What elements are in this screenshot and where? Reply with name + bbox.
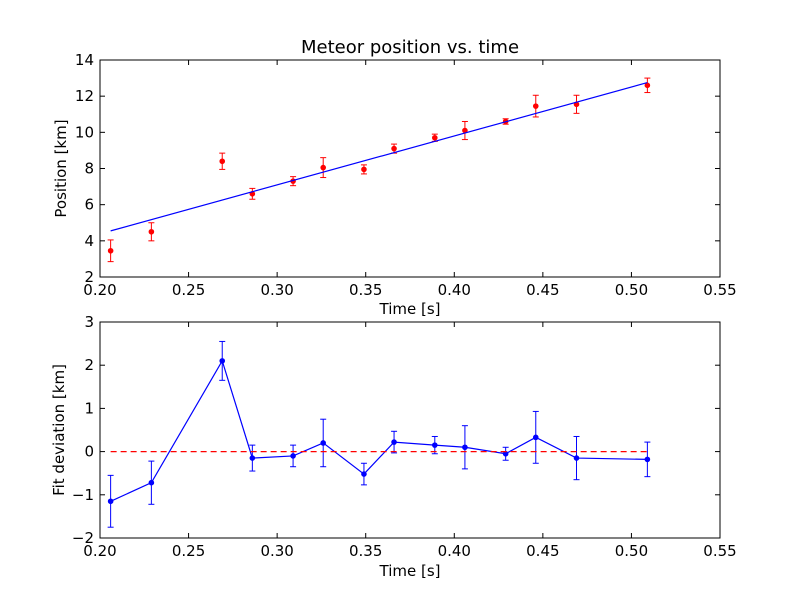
deviation-series-line	[110, 359, 648, 502]
deviation-x-tick-label: 0.30	[260, 542, 293, 560]
deviation-x-tick-label: 0.40	[438, 542, 471, 560]
deviation-data-point	[532, 434, 539, 441]
position-x-tick-label: 0.45	[526, 281, 559, 299]
deviation-data-point	[644, 456, 651, 463]
position-data-point	[320, 164, 327, 171]
deviation-y-axis-label: Fit deviation [km]	[50, 364, 68, 496]
position-data-point	[361, 166, 367, 173]
deviation-x-tick-label: 0.35	[349, 542, 382, 560]
deviation-data-point	[361, 471, 367, 477]
position-y-tick-label: 12	[75, 87, 94, 105]
deviation-data-point	[219, 358, 226, 364]
position-x-tick-label: 0.40	[438, 281, 471, 299]
deviation-y-tick-label: 0	[84, 443, 94, 461]
position-plot-area	[100, 60, 720, 277]
deviation-y-tick-label: 2	[84, 356, 94, 374]
deviation-y-tick-label: −2	[72, 529, 94, 547]
deviation-data-point	[290, 453, 296, 459]
position-data-point	[391, 145, 397, 152]
deviation-data-point	[148, 479, 155, 486]
position-x-tick-label: 0.20	[83, 281, 116, 299]
deviation-data-point	[391, 439, 397, 445]
position-ticks: 0.20 0.25 0.30 0.35 0.40 0.45 0.50 0.55 2 4 6 8 10 12…	[75, 51, 737, 299]
position-data-point	[532, 103, 539, 109]
deviation-x-tick-label: 0.50	[615, 542, 648, 560]
deviation-y-tick-label: 1	[84, 399, 94, 417]
deviation-y-tick-label: 3	[84, 313, 94, 331]
deviation-data-point	[462, 444, 468, 451]
deviation-x-axis-label: Time [s]	[379, 562, 441, 580]
position-axes: 0.20 0.25 0.30 0.35 0.40 0.45 0.50 0.55 2 4 6 8 10 12…	[52, 37, 737, 318]
deviation-ticks: 0.20 0.25 0.30 0.35 0.40 0.45 0.50 0.55 −2 −1 0 1 2 3	[72, 313, 737, 560]
deviation-marks	[107, 340, 651, 528]
position-y-tick-label: 4	[84, 232, 94, 250]
position-data-point	[219, 158, 226, 165]
position-marks	[107, 77, 651, 263]
position-data-point	[107, 247, 114, 254]
position-x-tick-label: 0.25	[172, 281, 205, 299]
position-y-tick-label: 14	[75, 51, 94, 69]
deviation-data-point	[320, 440, 327, 446]
deviation-y-tick-label: −1	[72, 486, 94, 504]
position-x-tick-label: 0.50	[615, 281, 648, 299]
position-data-point	[432, 134, 438, 141]
deviation-plot-area	[100, 322, 720, 538]
position-chart-title: Meteor position vs. time	[301, 37, 519, 58]
deviation-data-point	[432, 442, 438, 448]
position-x-tick-label: 0.35	[349, 281, 382, 299]
position-y-tick-label: 8	[84, 160, 94, 178]
position-x-tick-label: 0.55	[703, 281, 736, 299]
position-y-tick-label: 6	[84, 196, 94, 214]
deviation-x-tick-label: 0.45	[526, 542, 559, 560]
position-y-axis-label: Position [km]	[52, 119, 70, 217]
linear-fit-line	[110, 82, 648, 232]
deviation-data-point	[573, 455, 580, 461]
deviation-x-tick-label: 0.55	[703, 542, 736, 560]
deviation-x-tick-label: 0.20	[83, 542, 116, 560]
deviation-data-point	[107, 498, 114, 505]
deviation-axes-frame	[99, 321, 721, 539]
position-y-tick-label: 10	[75, 123, 94, 141]
position-y-tick-label: 2	[84, 268, 94, 286]
deviation-x-tick-label: 0.25	[172, 542, 205, 560]
position-x-axis-label: Time [s]	[379, 300, 441, 318]
position-x-tick-label: 0.30	[260, 281, 293, 299]
deviation-data-point	[249, 455, 256, 461]
deviation-axes: 0.20 0.25 0.30 0.35 0.40 0.45 0.50 0.55 −2 −1 0 1 2 3…	[50, 313, 737, 580]
position-data-point	[148, 228, 155, 235]
position-data-point	[644, 82, 651, 89]
